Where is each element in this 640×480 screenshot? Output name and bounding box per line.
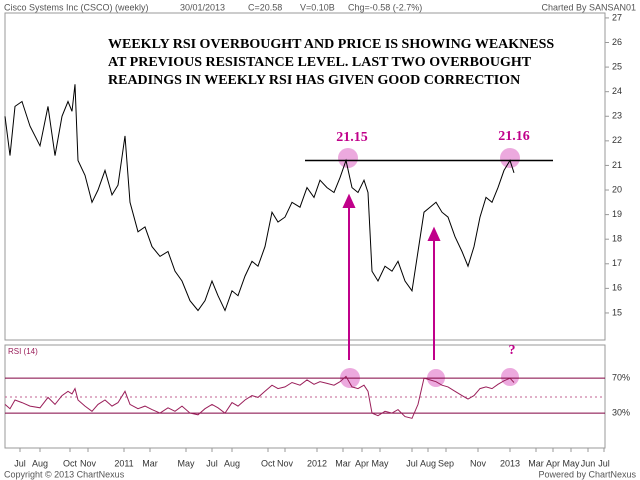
y-tick-label: 21 [612, 160, 622, 170]
y-tick-label: 23 [612, 111, 622, 121]
highlight [500, 148, 520, 168]
arrows [342, 193, 441, 360]
x-tick-label: Nov [470, 458, 487, 468]
y-tick-label: 18 [612, 234, 622, 244]
highlight [338, 148, 358, 168]
x-tick-label: Aug [224, 458, 240, 468]
y-tick-label: 27 [612, 12, 622, 22]
y-tick-label: 26 [612, 37, 622, 47]
copyright: Copyright © 2013 ChartNexus [4, 469, 125, 479]
annotation: 21.15 [336, 130, 368, 145]
x-tick-label: Oct [261, 458, 276, 468]
y-tick-label: 19 [612, 209, 622, 219]
annotation: 21.16 [498, 129, 530, 144]
x-tick-label: Jul [14, 458, 26, 468]
x-tick-label: Jul [598, 458, 610, 468]
y-tick-label: 17 [612, 258, 622, 268]
y-tick-label: 20 [612, 184, 622, 194]
x-tick-label: May [177, 458, 195, 468]
highlight [501, 368, 519, 386]
x-tick-label: Mar [335, 458, 351, 468]
y-tick-label: 16 [612, 283, 622, 293]
x-tick-label: Apr [355, 458, 369, 468]
annotation: WEEKLY RSI OVERBOUGHT AND PRICE IS SHOWI… [108, 37, 554, 52]
x-tick-label: 2013 [500, 458, 520, 468]
x-tick-label: Aug [420, 458, 436, 468]
series-line [4, 375, 515, 419]
y-tick-label: 70% [612, 373, 630, 383]
annotation: READINGS IN WEEKLY RSI HAS GIVEN GOOD CO… [108, 73, 520, 88]
x-tick-label: Jul [206, 458, 218, 468]
y-tick-label: 22 [612, 135, 622, 145]
y-tick-label: 24 [612, 86, 622, 96]
price-frame [4, 12, 606, 341]
x-tick-label: Nov [80, 458, 97, 468]
x-tick-label: Mar [528, 458, 544, 468]
y-tick-label: 15 [612, 307, 622, 317]
header-change: Chg=-0.58 (-2.7%) [348, 2, 422, 12]
annotation: AT PREVIOUS RESISTANCE LEVEL. LAST TWO O… [108, 55, 532, 70]
y-tick-label: 25 [612, 61, 622, 71]
header-credit: Charted By SANSAN01 [541, 2, 636, 12]
x-tick-label: Aug [32, 458, 48, 468]
x-tick-label: Nov [277, 458, 294, 468]
x-tick-label: 2011 [114, 458, 133, 468]
x-tick-label: Jul [406, 458, 418, 468]
x-tick-label: Apr [546, 458, 560, 468]
series-line [4, 84, 515, 312]
x-tick-label: Jun [581, 458, 596, 468]
header-title: Cisco Systems Inc (CSCO) (weekly) [4, 2, 149, 12]
x-tick-label: Oct [63, 458, 78, 468]
annotation: ? [509, 343, 516, 358]
y-tick-label: 30% [612, 407, 630, 417]
x-tick-label: May [562, 458, 580, 468]
x-tick-label: May [371, 458, 389, 468]
x-tick-label: Mar [142, 458, 158, 468]
x-tick-label: 2012 [307, 458, 327, 468]
powered-by: Powered by ChartNexus [538, 469, 636, 479]
header-date: 30/01/2013 [180, 2, 225, 12]
rsi-title: RSI (14) [8, 347, 38, 356]
header-close: C=20.58 [248, 2, 282, 12]
header-volume: V=0.10B [300, 2, 335, 12]
x-tick-label: Sep [438, 458, 454, 468]
